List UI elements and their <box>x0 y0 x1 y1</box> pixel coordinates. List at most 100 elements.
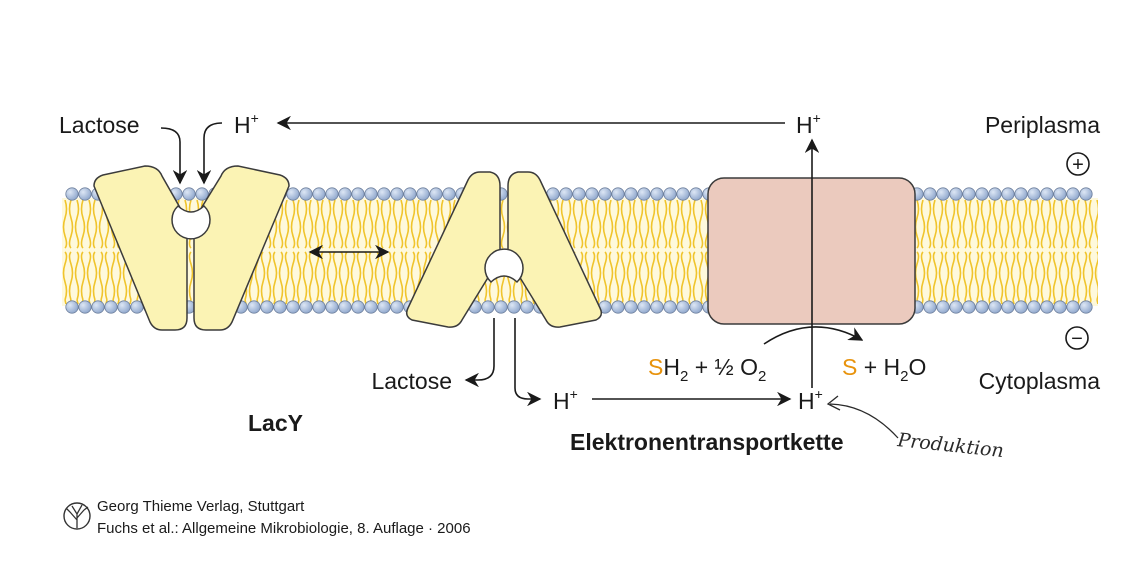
lipid-head-outer <box>988 187 1002 201</box>
lipid-head-inner <box>377 300 391 314</box>
lipid-head-inner <box>923 300 937 314</box>
lipid-head-inner <box>390 300 404 314</box>
lipid-head-inner <box>949 300 963 314</box>
lipid-head-outer <box>663 187 677 201</box>
lipid-head-inner <box>351 300 365 314</box>
proton-bottom-left-label: H+ <box>553 386 578 414</box>
cytoplasma-label: Cytoplasma <box>979 368 1101 394</box>
lipid-head-inner <box>1027 300 1041 314</box>
annotation-pointer-arrow <box>826 395 899 439</box>
periplasma-label: Periplasma <box>985 112 1100 138</box>
lacy-inward-open <box>405 171 603 328</box>
lipid-head-outer <box>611 187 625 201</box>
lipid-head-outer <box>65 187 79 201</box>
lacy-left-subunit-2 <box>405 171 501 328</box>
lipid-head-outer <box>559 187 573 201</box>
lipid-head-inner <box>1001 300 1015 314</box>
lipid-head-inner <box>689 300 703 314</box>
lipid-head-outer <box>312 187 326 201</box>
lipid-head-inner <box>364 300 378 314</box>
lipid-head-outer <box>923 187 937 201</box>
lipid-head-inner <box>507 300 521 314</box>
lipid-head-inner <box>325 300 339 314</box>
lipid-head-inner <box>104 300 118 314</box>
lipid-head-outer <box>949 187 963 201</box>
lipid-head-outer <box>585 187 599 201</box>
lipid-head-inner <box>988 300 1002 314</box>
lipid-head-inner <box>663 300 677 314</box>
lactose-entry-arrow <box>160 127 188 185</box>
lipid-head-inner <box>494 300 508 314</box>
lipid-head-inner <box>520 300 534 314</box>
lipid-head-outer <box>442 187 456 201</box>
lacy-title: LacY <box>248 410 303 436</box>
lipid-head-inner <box>936 300 950 314</box>
publisher-logo-icon <box>63 502 91 530</box>
oxidation-curved-arrow <box>763 326 864 345</box>
lipid-head-inner <box>286 300 300 314</box>
lactose-exit-arrow <box>464 318 495 388</box>
lipid-head-outer <box>1053 187 1067 201</box>
proton-exit-arrow <box>514 318 542 407</box>
proton-top-left-label: H+ <box>234 110 259 138</box>
lipid-head-outer <box>676 187 690 201</box>
lipid-head-inner <box>481 300 495 314</box>
lipid-head-inner <box>975 300 989 314</box>
lipid-head-inner <box>312 300 326 314</box>
lipid-head-outer <box>1001 187 1015 201</box>
lipid-head-outer <box>936 187 950 201</box>
lipid-head-outer <box>1066 187 1080 201</box>
lipid-head-inner <box>676 300 690 314</box>
negative-charge-icon <box>1065 326 1089 350</box>
lipid-head-outer <box>195 187 209 201</box>
lipid-head-inner <box>78 300 92 314</box>
lipid-head-inner <box>91 300 105 314</box>
lipid-head-outer <box>78 187 92 201</box>
lipid-head-outer <box>299 187 313 201</box>
etc-title: Elektronentransportkette <box>570 429 844 455</box>
proton-entry-arrow <box>196 122 223 185</box>
lipid-head-inner <box>247 300 261 314</box>
handwritten-annotation: Produktion <box>895 429 1004 462</box>
lipid-head-outer <box>429 187 443 201</box>
lipid-head-inner <box>1079 300 1093 314</box>
lipid-head-inner <box>1066 300 1080 314</box>
lipid-head-inner <box>260 300 274 314</box>
lipid-head-outer <box>624 187 638 201</box>
oxidation-reaction-right: S + H2O <box>842 354 926 385</box>
plus-sign: + <box>1072 154 1084 176</box>
lipid-head-outer <box>416 187 430 201</box>
lipid-head-outer <box>975 187 989 201</box>
lipid-head-outer <box>1079 187 1093 201</box>
credit-reference: Fuchs et al.: Allgemeine Mikrobiologie, … <box>97 520 471 537</box>
lacy-right-subunit-2 <box>507 171 603 328</box>
lipid-head-inner <box>1040 300 1054 314</box>
lipid-head-outer <box>1040 187 1054 201</box>
lipid-head-outer <box>403 187 417 201</box>
lipid-head-outer <box>598 187 612 201</box>
lipid-head-inner <box>624 300 638 314</box>
minus-sign: − <box>1071 328 1083 350</box>
lipid-head-inner <box>1014 300 1028 314</box>
lacy-left-subunit <box>93 165 188 331</box>
lipid-head-outer <box>637 187 651 201</box>
lipid-head-outer <box>325 187 339 201</box>
lipid-head-inner <box>962 300 976 314</box>
lactose-cytoplasm-label: Lactose <box>371 368 452 394</box>
lacy-binding-pocket-2 <box>484 248 524 284</box>
lipid-head-inner <box>637 300 651 314</box>
lipid-head-outer <box>351 187 365 201</box>
lipid-head-inner <box>273 300 287 314</box>
lipid-head-inner <box>299 300 313 314</box>
positive-charge-icon <box>1066 152 1090 176</box>
lipid-head-inner <box>611 300 625 314</box>
lactose-periplasm-label: Lactose <box>59 112 140 138</box>
lipid-head-outer <box>182 187 196 201</box>
proton-top-right-label: H+ <box>796 110 821 138</box>
lacy-right-subunit <box>193 165 290 331</box>
lipid-head-outer <box>1014 187 1028 201</box>
lipid-head-outer <box>962 187 976 201</box>
lipid-head-outer <box>286 187 300 201</box>
lipid-head-outer <box>650 187 664 201</box>
